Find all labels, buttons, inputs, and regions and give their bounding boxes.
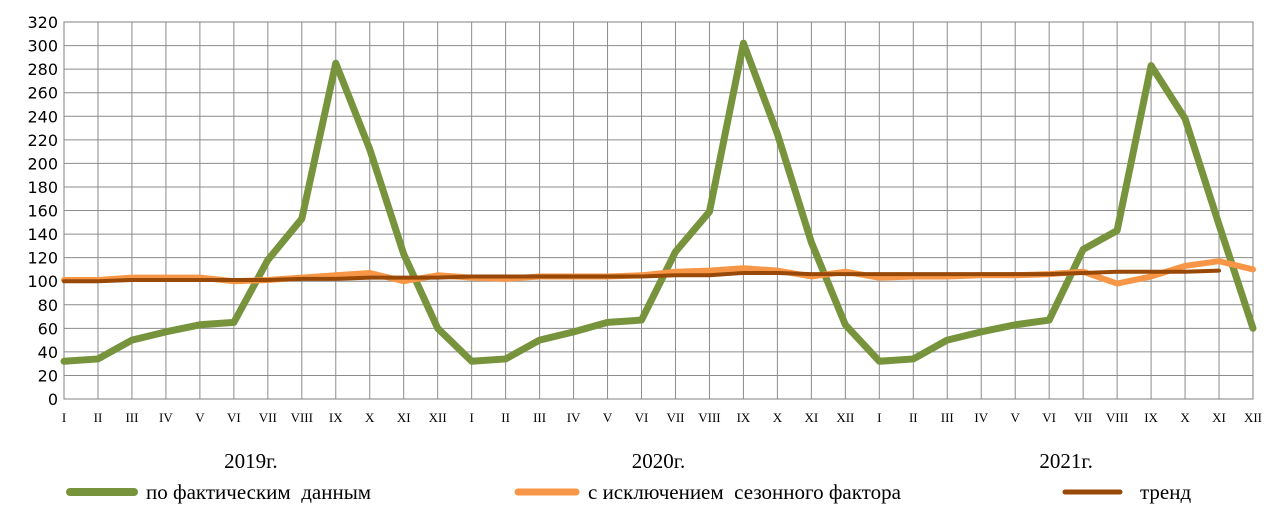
x-tick-label: XII — [1244, 410, 1262, 425]
x-tick-label: IV — [567, 410, 581, 425]
x-tick-label: IV — [974, 410, 988, 425]
x-tick-label: III — [533, 410, 546, 425]
x-tick-label: III — [125, 410, 138, 425]
legend-label: тренд — [1140, 480, 1191, 504]
y-tick-label: 220 — [27, 131, 58, 150]
x-tick-label: VI — [1042, 410, 1056, 425]
x-tick-label: XI — [397, 410, 411, 425]
legend: по фактическим данным с исключением сезон… — [66, 480, 1191, 504]
x-tick-label: I — [877, 410, 881, 425]
y-tick-label: 40 — [38, 343, 58, 362]
x-tick-label: I — [469, 410, 473, 425]
x-tick-label: X — [365, 410, 375, 425]
legend-label: с исключением сезонного фактора — [588, 480, 902, 504]
series-line — [60, 39, 1257, 365]
y-tick-label: 20 — [38, 366, 58, 385]
x-tick-label: V — [1011, 410, 1021, 425]
x-tick-label: V — [603, 410, 613, 425]
y-tick-label: 240 — [27, 107, 58, 126]
y-tick-label: 100 — [27, 272, 58, 291]
x-tick-label: II — [501, 410, 510, 425]
x-tick-label: X — [1180, 410, 1190, 425]
year-label: 2020г. — [632, 449, 686, 473]
x-tick-label: II — [94, 410, 103, 425]
x-tick-label: VIII — [1106, 410, 1128, 425]
x-tick-label: IX — [737, 410, 751, 425]
axes — [63, 21, 1254, 400]
legend-label: по фактическим данным — [146, 480, 371, 504]
labels: 0 20 40 60 80 100 120 140 160 180 200 220 240 260 280 3… — [27, 13, 1262, 473]
x-tick-label: I — [62, 410, 66, 425]
x-tick-label: XI — [805, 410, 819, 425]
x-tick-label: VI — [227, 410, 241, 425]
plot-border — [63, 21, 1254, 400]
x-tick-label: XII — [836, 410, 854, 425]
year-label: 2019г. — [224, 449, 278, 473]
y-tick-label: 260 — [27, 84, 58, 103]
series-line — [62, 268, 1222, 284]
y-tick-label: 300 — [27, 37, 58, 56]
x-tick-label: VIII — [291, 410, 313, 425]
x-tick-label: V — [195, 410, 205, 425]
x-tick-label: VII — [1074, 410, 1092, 425]
y-tick-label: 0 — [48, 390, 58, 409]
x-tick-label: X — [773, 410, 783, 425]
x-tick-label: IX — [329, 410, 343, 425]
y-tick-label: 200 — [27, 154, 58, 173]
y-tick-label: 280 — [27, 60, 58, 79]
y-tick-label: 140 — [27, 225, 58, 244]
x-tick-label: VII — [666, 410, 684, 425]
x-tick-label: VII — [259, 410, 277, 425]
x-tick-label: VIII — [698, 410, 720, 425]
x-tick-label: VI — [635, 410, 649, 425]
y-tick-label: 120 — [27, 249, 58, 268]
x-tick-label: IX — [1144, 410, 1158, 425]
x-tick-label: XII — [429, 410, 447, 425]
x-tick-label: XI — [1212, 410, 1226, 425]
y-tick-label: 180 — [27, 178, 58, 197]
grid — [63, 21, 1254, 400]
y-tick-label: 160 — [27, 202, 58, 221]
series — [60, 39, 1257, 365]
x-tick-label: II — [909, 410, 918, 425]
y-tick-label: 80 — [38, 296, 58, 315]
x-tick-label: IV — [159, 410, 173, 425]
y-tick-label: 60 — [38, 319, 58, 338]
x-tick-label: III — [941, 410, 954, 425]
y-tick-label: 320 — [27, 13, 58, 32]
year-label: 2021г. — [1039, 449, 1093, 473]
